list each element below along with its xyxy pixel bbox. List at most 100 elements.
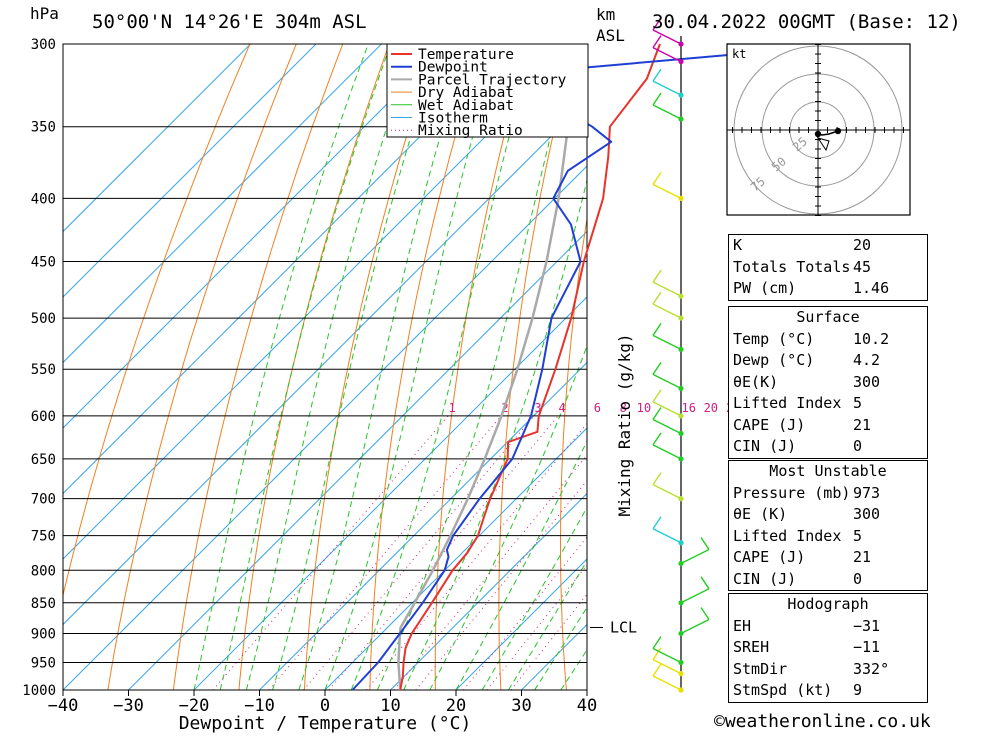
mixing-ratio-line xyxy=(329,416,558,690)
mixing-ratio-tick-label: 1 xyxy=(448,401,455,415)
x-axis-title: Dewpoint / Temperature (°C) xyxy=(179,713,472,733)
table-row-label: StmDir xyxy=(733,659,787,681)
hodograph-point xyxy=(835,128,841,134)
pressure-tick-label: 800 xyxy=(31,563,56,579)
mixing-ratio-line xyxy=(487,416,707,690)
table-row-value: 20 xyxy=(853,235,899,257)
table-row-value: 300 xyxy=(853,504,899,526)
table-row-label: CAPE (J) xyxy=(733,547,805,569)
table-row-label: θE (K) xyxy=(733,504,787,526)
table-row-label: StmSpd (kt) xyxy=(733,680,832,702)
dry-adiabat-line xyxy=(992,44,1000,690)
wet-adiabat-line xyxy=(377,44,574,690)
table-row-value: −11 xyxy=(853,637,899,659)
mixing-ratio-tick-label: 10 xyxy=(637,401,651,415)
wind-dot xyxy=(678,561,683,566)
table-row-label: SREH xyxy=(733,637,769,659)
table-row-value: 0 xyxy=(853,436,899,458)
table-row-value: 5 xyxy=(853,526,899,548)
table-row-label: θE(K) xyxy=(733,372,778,394)
table-row: Lifted Index 5 xyxy=(729,526,927,548)
wind-barb xyxy=(653,105,681,119)
table-row-label: Lifted Index xyxy=(733,526,841,548)
wind-barb-flag xyxy=(653,408,661,420)
wind-barb xyxy=(653,81,681,95)
table-row-value: 9 xyxy=(853,680,899,702)
wind-barb xyxy=(653,445,681,459)
table-row: PW (cm) 1.46 xyxy=(729,278,927,300)
wind-barb-flag xyxy=(653,69,661,81)
lcl-label: LCL xyxy=(610,618,637,636)
wind-barb-flag xyxy=(701,607,709,619)
table-row-value: 21 xyxy=(853,415,899,437)
copyright-label: ©weatheronline.co.uk xyxy=(714,711,931,732)
wind-barb xyxy=(653,676,681,690)
wind-barb xyxy=(681,589,709,603)
wind-barb-flag xyxy=(653,93,661,105)
location-label: 50°00'N 14°26'E 304m ASL xyxy=(92,11,367,33)
table-row-label: Dewp (°C) xyxy=(733,350,814,372)
wet-adiabat-line xyxy=(299,44,469,690)
isotherm-line xyxy=(0,44,382,690)
table-row-label: PW (cm) xyxy=(733,278,796,300)
table-row-value: 10.2 xyxy=(853,329,899,351)
wind-barb-flag xyxy=(653,433,661,445)
pressure-tick-label: 400 xyxy=(31,191,56,207)
x-tick-label: −40 xyxy=(48,696,79,716)
legend-label: Mixing Ratio xyxy=(418,123,523,139)
wind-barb-flag xyxy=(653,323,661,335)
table-row-value: 1.46 xyxy=(853,278,899,300)
wet-adiabat-line xyxy=(246,44,414,690)
wind-barb xyxy=(653,648,681,662)
table-row-value: 973 xyxy=(853,483,899,505)
wind-barb-flag xyxy=(653,664,661,676)
pressure-tick-label: 850 xyxy=(31,596,56,612)
wind-barb-flag xyxy=(653,473,661,485)
mixing-ratio-tick-label: 6 xyxy=(594,401,601,415)
wind-barb-flag xyxy=(653,517,661,529)
dry-adiabat-line xyxy=(499,44,575,690)
wind-barb-flag xyxy=(701,577,709,589)
wind-barb-flag xyxy=(701,538,709,550)
wind-dot xyxy=(678,660,683,665)
wind-barb xyxy=(653,485,681,499)
wind-barb xyxy=(653,184,681,198)
dry-adiabat-line xyxy=(370,44,482,690)
wind-barb xyxy=(653,374,681,388)
wind-barb-flag xyxy=(653,362,661,374)
pressure-tick-label: 700 xyxy=(31,492,56,508)
table-section-title: Hodograph xyxy=(729,594,927,616)
pressure-tick-label: 750 xyxy=(31,529,56,545)
table-row-label: Pressure (mb) xyxy=(733,483,850,505)
table-section-title: Surface xyxy=(729,307,927,329)
pressure-tick-label: 450 xyxy=(31,255,56,271)
x-tick-label: 30 xyxy=(511,696,531,716)
wind-barb xyxy=(681,550,709,564)
x-tick-label: −30 xyxy=(113,696,144,716)
pressure-tick-label: 900 xyxy=(31,626,56,642)
table-row-label: CAPE (J) xyxy=(733,415,805,437)
table-row: CIN (J)0 xyxy=(729,569,927,591)
wind-dot xyxy=(678,631,683,636)
height-ref: ASL xyxy=(596,26,625,45)
table-row-label: CIN (J) xyxy=(733,569,796,591)
table-row-value: −31 xyxy=(853,616,899,638)
wind-barb-flag xyxy=(653,636,661,648)
wind-barb xyxy=(653,282,681,296)
table-row-value: 5 xyxy=(853,393,899,415)
wind-dot xyxy=(678,59,683,64)
mixing-ratio-tick-label: 4 xyxy=(558,401,565,415)
wet-adiabat-line xyxy=(220,44,391,690)
hodograph-point xyxy=(815,131,821,137)
dry-adiabat-line xyxy=(561,44,622,690)
pressure-tick-label: 650 xyxy=(31,452,56,468)
isotherm-line xyxy=(0,44,578,690)
